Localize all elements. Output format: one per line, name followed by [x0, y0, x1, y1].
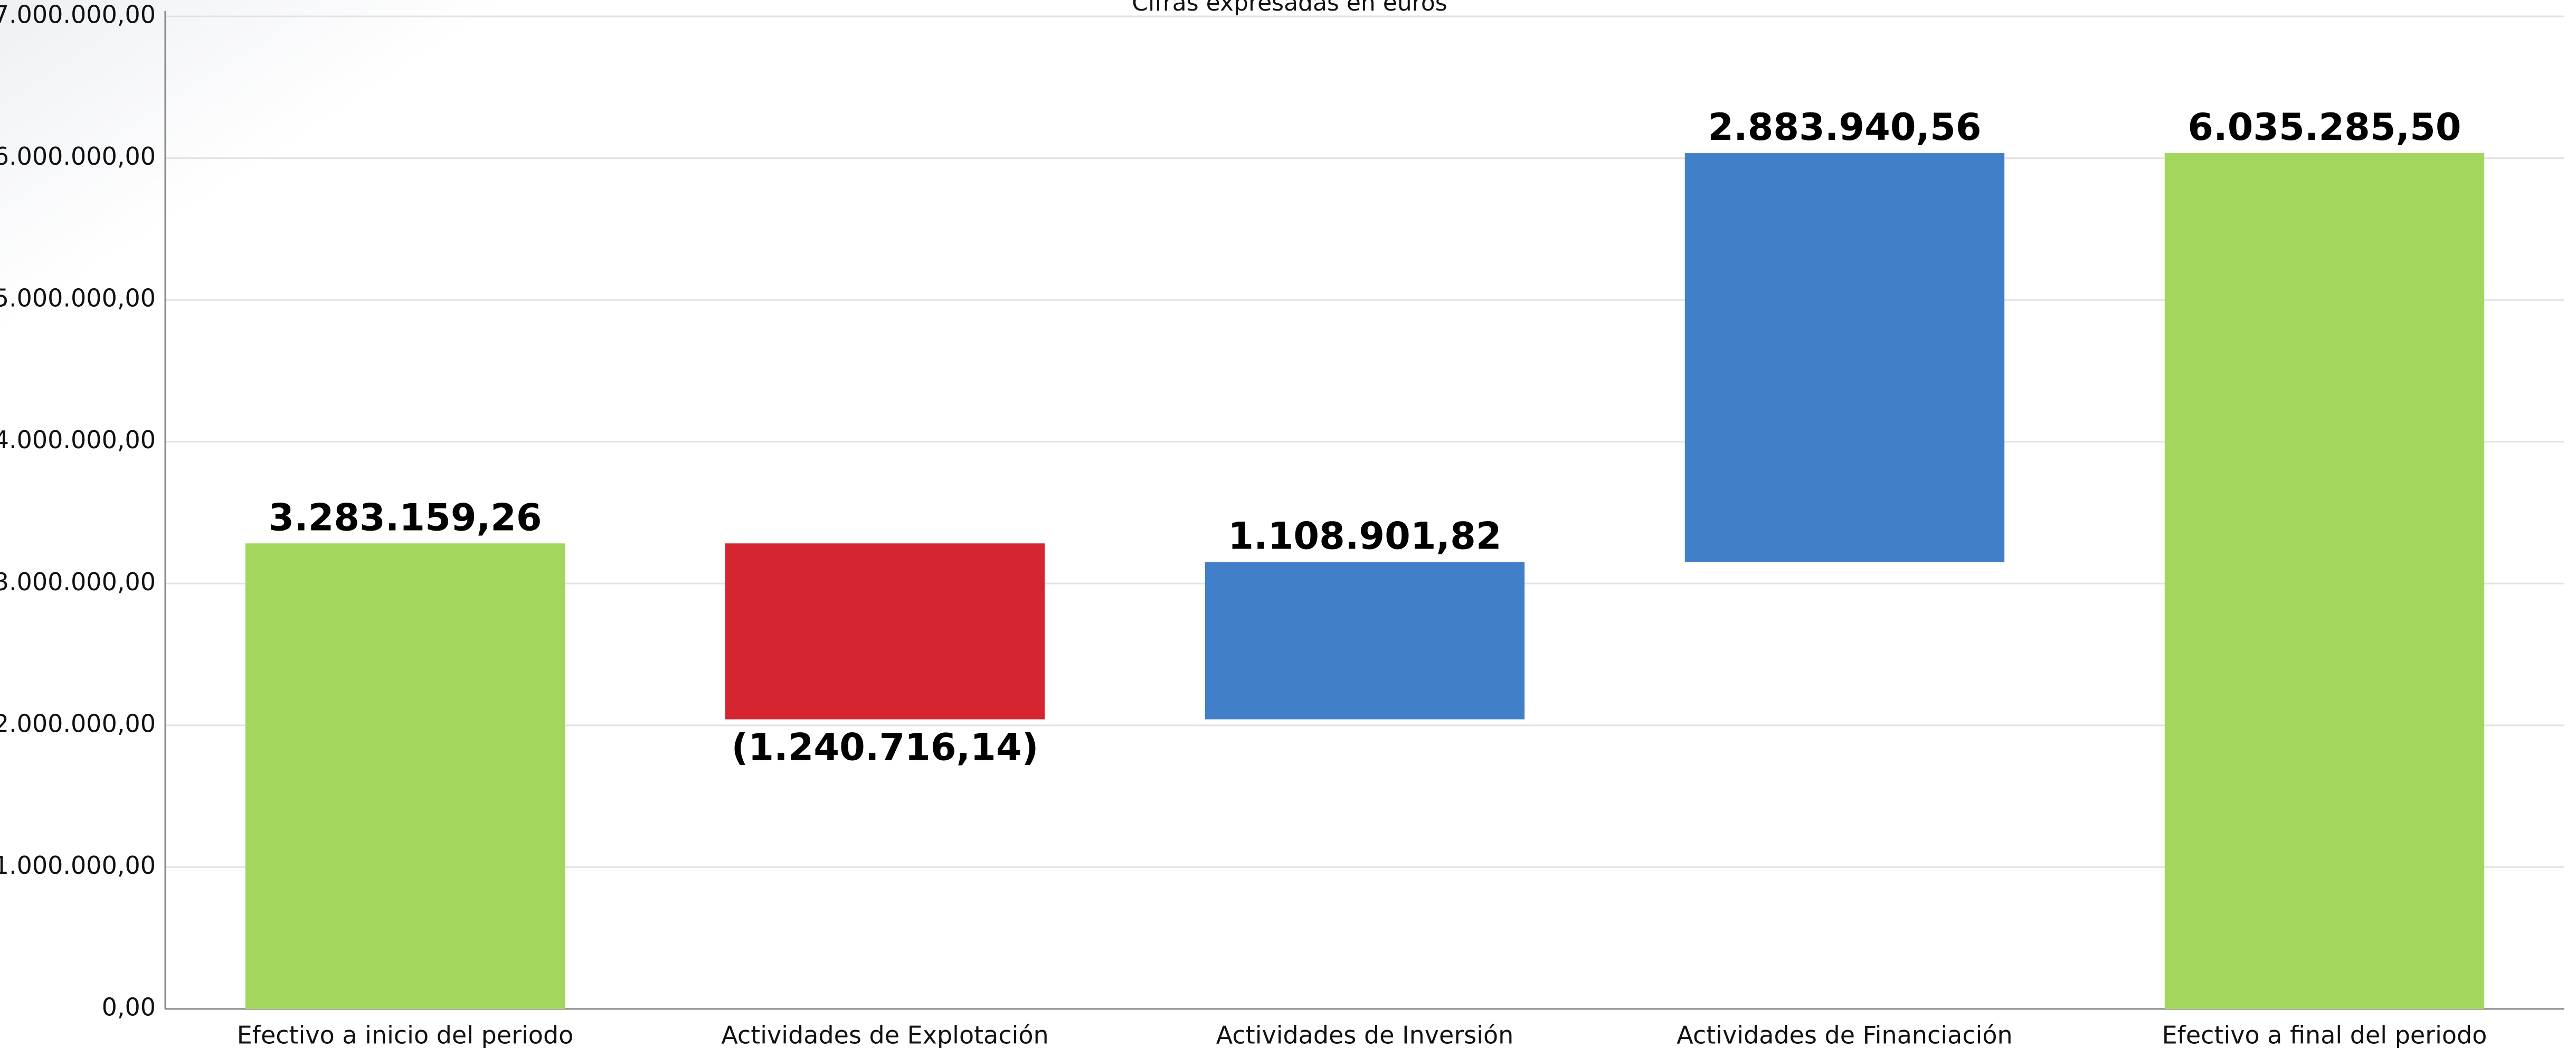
y-tick-label: 4.000.000,00: [0, 426, 156, 454]
y-tick-label: 1.000.000,00: [0, 851, 156, 880]
value-label: 2.883.940,56: [1708, 106, 1981, 149]
y-tick-label: 2.000.000,00: [0, 709, 156, 738]
bar: [1684, 153, 2005, 562]
x-tick-label: Efectivo a inicio del periodo: [237, 1021, 574, 1048]
y-tick-label: 5.000.000,00: [0, 284, 156, 313]
value-label: (1.240.716,14): [731, 725, 1038, 769]
bar: [1205, 562, 1525, 720]
x-tick-label: Actividades de Financiación: [1677, 1021, 2012, 1048]
chart-subtitle: Cifras expresadas en euros: [1132, 0, 1447, 16]
y-tick-label: 7.000.000,00: [0, 1, 156, 29]
bar: [245, 543, 565, 1009]
bar: [2164, 153, 2485, 1009]
value-label: 1.108.901,82: [1228, 515, 1501, 558]
x-tick-label: Actividades de Inversión: [1216, 1021, 1514, 1048]
value-label: 3.283.159,26: [268, 496, 542, 539]
x-tick-label: Efectivo a final del periodo: [2162, 1021, 2487, 1048]
x-tick-label: Actividades de Explotación: [721, 1021, 1048, 1048]
y-tick-label: 3.000.000,00: [0, 568, 156, 596]
bar: [725, 543, 1045, 720]
y-tick-label: 6.000.000,00: [0, 142, 156, 171]
y-tick-label: 0,00: [102, 993, 156, 1022]
value-label: 6.035.285,50: [2187, 106, 2461, 149]
background: [0, 0, 739, 475]
